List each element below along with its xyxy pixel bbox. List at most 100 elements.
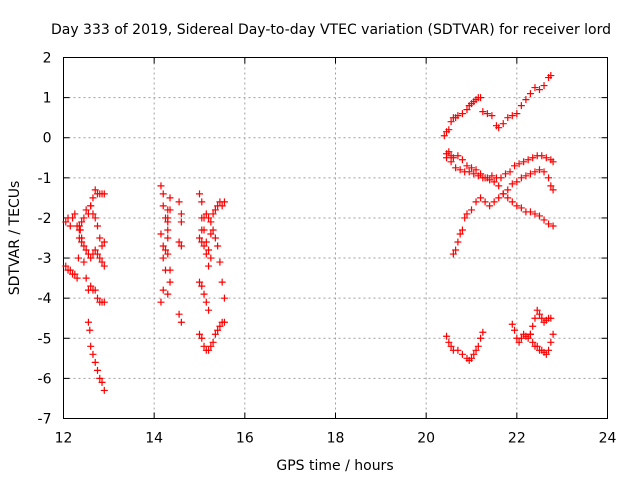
data-point [157, 182, 165, 190]
data-point [508, 112, 516, 120]
series-arc-n [479, 72, 555, 132]
y-tick-label: 2 [43, 51, 52, 67]
data-point [91, 286, 99, 294]
data-point [499, 120, 507, 128]
data-point [456, 230, 464, 238]
data-point [490, 198, 498, 206]
y-tick-label: -5 [38, 331, 52, 347]
data-point [91, 214, 99, 222]
data-point [531, 210, 539, 218]
data-point [175, 238, 183, 246]
axes: 12 14 16 18 20 22 24 2 1 0 -1 -2 -3 -4 -5 -6 -7 [38, 51, 617, 447]
data-point [454, 112, 462, 120]
data-point [445, 126, 453, 134]
data-point [513, 110, 521, 118]
data-point [216, 322, 224, 330]
data-point [162, 246, 169, 254]
data-point [211, 206, 219, 214]
y-tick-label: -6 [38, 371, 52, 387]
data-point [513, 178, 521, 186]
data-point [536, 310, 543, 318]
data-point [87, 282, 95, 290]
data-point [69, 214, 77, 222]
data-point [524, 156, 532, 164]
data-point [502, 170, 509, 178]
data-point [458, 226, 466, 234]
series-arc-g [157, 226, 174, 306]
data-point [447, 158, 455, 166]
data-point [540, 168, 548, 176]
data-point [449, 250, 457, 258]
data-point [529, 154, 537, 162]
data-point [177, 242, 185, 250]
data-point [98, 242, 106, 250]
data-point [82, 274, 90, 282]
data-point [529, 322, 537, 330]
data-point [452, 164, 460, 172]
data-point [196, 278, 203, 286]
data-point [80, 214, 88, 222]
y-tick-label: -3 [38, 251, 52, 267]
data-point [488, 112, 496, 120]
data-point [157, 230, 165, 238]
data-point [447, 118, 455, 126]
data-point [515, 338, 523, 346]
data-point [200, 342, 208, 350]
data-point [205, 214, 213, 222]
y-tick-label: 1 [43, 91, 52, 107]
data-point [463, 162, 471, 170]
data-point [202, 298, 210, 306]
data-point [472, 346, 480, 354]
data-point [216, 258, 224, 266]
data-point [545, 174, 553, 182]
data-point [481, 198, 489, 206]
series-arc-i [196, 190, 228, 242]
y-tick-label: -2 [38, 211, 52, 227]
data-point [100, 386, 108, 394]
y-tick-label: 0 [43, 131, 52, 147]
data-point [542, 154, 550, 162]
data-point [91, 358, 99, 366]
data-point [211, 234, 219, 242]
data-point [526, 170, 534, 178]
data-point [78, 238, 86, 246]
data-point [209, 210, 217, 218]
data-point [207, 218, 215, 226]
data-point [549, 330, 557, 338]
data-point [470, 350, 478, 358]
data-point [445, 338, 453, 346]
series-arc-m [440, 94, 485, 140]
data-point [159, 202, 167, 210]
data-point [522, 96, 530, 104]
data-point [94, 294, 101, 302]
data-point [175, 310, 183, 318]
data-point [547, 72, 555, 80]
data-point [504, 114, 512, 122]
data-point [547, 314, 555, 322]
data-point [100, 238, 108, 246]
data-point [447, 342, 455, 350]
data-point [465, 168, 473, 176]
series-arc-b [62, 226, 108, 282]
data-point [84, 318, 92, 326]
data-point [531, 84, 539, 92]
data-point [545, 346, 553, 354]
data-point [549, 186, 557, 194]
x-axis-label: GPS time / hours [276, 458, 393, 474]
data-point [218, 278, 226, 286]
data-point [479, 328, 487, 336]
data-point [531, 168, 539, 176]
data-point [540, 82, 548, 90]
data-point [517, 102, 525, 110]
data-point [164, 226, 172, 234]
data-point [508, 180, 516, 188]
data-point [91, 246, 99, 254]
data-point [449, 154, 457, 162]
data-point [526, 330, 534, 338]
data-point [504, 186, 512, 194]
data-point [508, 198, 516, 206]
data-point [463, 106, 471, 114]
data-point [96, 254, 104, 262]
data-point [198, 226, 206, 234]
